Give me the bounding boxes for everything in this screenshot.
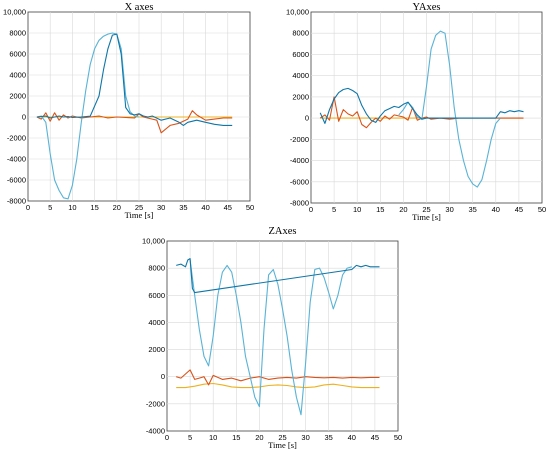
y-tick-label: 0 [161, 372, 165, 381]
x-tick-label: 50 [246, 203, 254, 212]
y-tick-label: 4000 [9, 71, 26, 80]
y-tick-label: -4000 [290, 156, 309, 165]
series-line-cyan [398, 30, 501, 188]
series-line-blue [176, 258, 380, 294]
x-tick-label: 0 [309, 205, 313, 214]
y-tick-label: 0 [305, 114, 309, 123]
y-tick-label: -2000 [7, 134, 26, 143]
x-axis-label-y: Time [s] [412, 212, 441, 222]
x-tick-label: 50 [394, 433, 402, 442]
x-tick-label: 30 [157, 203, 165, 212]
x-tick-label: 5 [188, 433, 192, 442]
y-tick-label: 0 [22, 113, 26, 122]
chart-title-y: YAxes [413, 2, 441, 13]
y-tick-label: 6000 [292, 50, 309, 59]
chart-y-axes: YAxes 0 5 10 15 20 25 30 35 40 45 50 -8000 -6000 -4000… [286, 2, 546, 222]
x-tick-label: 45 [515, 205, 523, 214]
chart-z-axes: ZAxes 0 5 10 15 20 25 30 35 40 45 50 -4000 -2000 0 2000… [142, 226, 402, 450]
y-tick-label: -2000 [146, 399, 165, 408]
x-tick-label: 50 [538, 205, 546, 214]
series-line-orange [36, 110, 233, 134]
x-tick-label: 45 [224, 203, 232, 212]
y-tick-label: 4000 [148, 318, 165, 327]
x-tick-label: 0 [26, 203, 30, 212]
y-tick-label: 2000 [148, 345, 165, 354]
y-tick-label: -8000 [290, 199, 309, 208]
y-tick-label: 10,000 [286, 8, 309, 17]
y-tick-label: -6000 [290, 177, 309, 186]
x-axis-label-x: Time [s] [125, 210, 154, 220]
y-tick-label: 10,000 [142, 237, 165, 246]
x-tick-label: 0 [165, 433, 169, 442]
x-tick-label: 5 [332, 205, 336, 214]
x-tick-label: 15 [90, 203, 98, 212]
x-tick-label: 35 [179, 203, 187, 212]
y-tick-label: 2000 [9, 92, 26, 101]
x-tick-label: 25 [422, 205, 430, 214]
y-tick-label: -6000 [7, 176, 26, 185]
series-line-yellow [176, 382, 380, 389]
chart-x-axes: X axes 0 5 10 15 20 25 30 35 40 45 50 -8000 -6000 -400… [3, 2, 254, 220]
x-tick-label: 40 [201, 203, 209, 212]
x-tick-label: 10 [209, 433, 217, 442]
y-tick-label: 10,000 [3, 8, 26, 17]
x-tick-label: 15 [376, 205, 384, 214]
x-axis-label-z: Time [s] [268, 440, 297, 450]
y-tick-label: -4000 [146, 427, 165, 436]
y-tick-label: 4000 [292, 71, 309, 80]
x-tick-label: 30 [301, 433, 309, 442]
series-line-blue [36, 33, 233, 126]
series-line-blue [319, 87, 524, 124]
y-tick-label: 8000 [292, 29, 309, 38]
series-line-orange [176, 369, 380, 386]
x-tick-label: 20 [399, 205, 407, 214]
x-tick-label: 10 [353, 205, 361, 214]
x-tick-label: 20 [255, 433, 263, 442]
y-tick-label: 8000 [9, 29, 26, 38]
y-tick-label: 2000 [292, 92, 309, 101]
x-tick-label: 40 [492, 205, 500, 214]
y-tick-label: -2000 [290, 135, 309, 144]
y-tick-label: -4000 [7, 155, 26, 164]
x-tick-label: 35 [325, 433, 333, 442]
y-tick-label: 6000 [9, 50, 26, 59]
x-tick-label: 20 [113, 203, 121, 212]
x-tick-label: 40 [348, 433, 356, 442]
y-tick-label: 6000 [148, 291, 165, 300]
x-tick-label: 45 [371, 433, 379, 442]
x-tick-label: 5 [48, 203, 52, 212]
x-tick-label: 30 [445, 205, 453, 214]
x-tick-label: 25 [135, 203, 143, 212]
x-tick-label: 10 [68, 203, 76, 212]
x-tick-label: 25 [278, 433, 286, 442]
chart-title-z: ZAxes [269, 226, 297, 237]
y-tick-label: -8000 [7, 197, 26, 206]
chart-title-x: X axes [125, 2, 154, 13]
series-line-cyan [189, 259, 352, 416]
y-tick-label: 8000 [148, 264, 165, 273]
x-tick-label: 35 [469, 205, 477, 214]
x-tick-label: 15 [232, 433, 240, 442]
